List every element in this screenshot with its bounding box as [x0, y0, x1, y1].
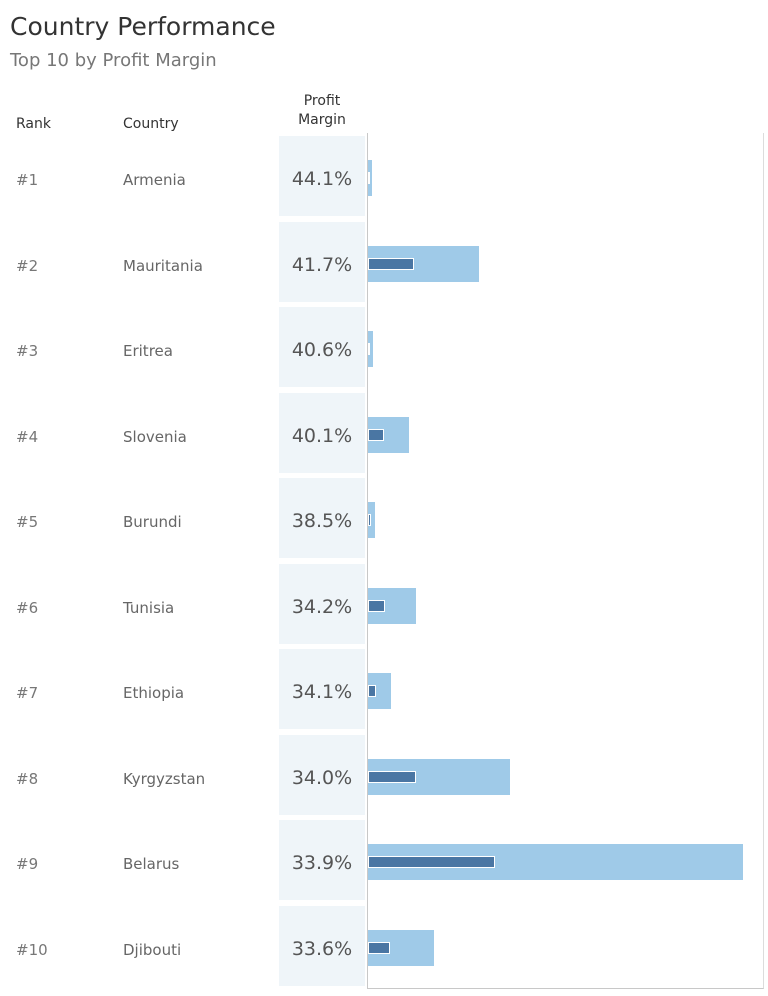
profit-margin-value: 34.0%	[291, 766, 353, 789]
rank-cell: #5	[16, 513, 39, 531]
bar-inner	[368, 514, 371, 526]
profit-margin-value: 41.7%	[291, 253, 353, 276]
bar-outer	[368, 331, 373, 367]
profit-margin-cell-bg	[279, 905, 365, 986]
rank-cell: #10	[16, 940, 48, 959]
profit-margin-cell-bg	[279, 392, 365, 473]
bar-inner	[368, 770, 416, 783]
table-row: #5 Burundi 38.5%	[0, 478, 768, 564]
table-row: #2 Mauritania 41.7%	[0, 221, 768, 308]
rank-cell: #3	[16, 342, 39, 360]
profit-margin-cell-bg	[279, 307, 365, 387]
country-cell: Belarus	[123, 855, 180, 873]
column-header-profit-margin: Profit Margin	[279, 92, 365, 130]
table-row: #10 Djibouti 33.6%	[0, 905, 768, 992]
country-cell: Armenia	[123, 171, 186, 189]
profit-margin-cell-bg	[279, 563, 365, 644]
bar-inner	[368, 428, 385, 441]
profit-margin-value: 33.6%	[291, 937, 353, 960]
profit-margin-value: 38.5%	[291, 510, 353, 532]
profit-margin-cell-bg	[279, 649, 365, 729]
profit-margin-cell-bg	[279, 136, 365, 216]
rank-cell: #6	[16, 598, 39, 617]
profit-margin-value: 40.6%	[291, 339, 353, 361]
table-row: #6 Tunisia 34.2%	[0, 563, 768, 650]
table-row: #7 Ethiopia 34.1%	[0, 649, 768, 735]
column-header-profit-margin-line2: Margin	[298, 112, 346, 128]
profit-margin-value: 33.9%	[291, 852, 353, 874]
bar-inner	[368, 856, 496, 868]
country-cell: Tunisia	[123, 598, 175, 617]
country-cell: Djibouti	[123, 940, 182, 959]
table-row: #8 Kyrgyzstan 34.0%	[0, 734, 768, 821]
column-header-rank: Rank	[16, 116, 51, 132]
profit-margin-cell-bg	[279, 820, 365, 900]
table-row: #1 Armenia 44.1%	[0, 136, 768, 222]
profit-margin-value: 34.1%	[291, 681, 353, 703]
profit-margin-cell-bg	[279, 221, 365, 302]
bar-inner	[368, 257, 415, 270]
bar-inner	[368, 172, 370, 184]
page-title: Country Performance	[10, 12, 276, 41]
profit-margin-cell-bg	[279, 478, 365, 558]
rank-cell: #8	[16, 769, 39, 788]
bar-outer	[368, 673, 391, 709]
rank-cell: #2	[16, 256, 39, 275]
country-cell: Eritrea	[123, 342, 173, 360]
profit-margin-cell-bg	[279, 734, 365, 815]
bar-inner	[368, 599, 385, 612]
rank-cell: #7	[16, 684, 39, 702]
bar-chart-frame	[367, 133, 764, 989]
table-row: #9 Belarus 33.9%	[0, 820, 768, 906]
country-cell: Burundi	[123, 513, 182, 531]
page-subtitle: Top 10 by Profit Margin	[10, 50, 217, 71]
rank-cell: #1	[16, 171, 39, 189]
country-cell: Slovenia	[123, 427, 187, 446]
column-header-profit-margin-line1: Profit	[303, 93, 341, 109]
table-row: #3 Eritrea 40.6%	[0, 307, 768, 393]
profit-margin-value: 34.2%	[291, 595, 353, 618]
country-cell: Ethiopia	[123, 684, 185, 702]
rank-cell: #4	[16, 427, 39, 446]
column-header-country: Country	[123, 116, 179, 132]
table-row: #4 Slovenia 40.1%	[0, 392, 768, 479]
bar-inner	[368, 343, 370, 355]
bar-outer	[368, 502, 376, 538]
rank-cell: #9	[16, 855, 39, 873]
profit-margin-value: 40.1%	[291, 424, 353, 447]
bar-inner	[368, 685, 376, 697]
profit-margin-value: 44.1%	[291, 168, 353, 190]
country-cell: Kyrgyzstan	[123, 769, 206, 788]
country-cell: Mauritania	[123, 256, 203, 275]
bar-inner	[368, 941, 391, 954]
